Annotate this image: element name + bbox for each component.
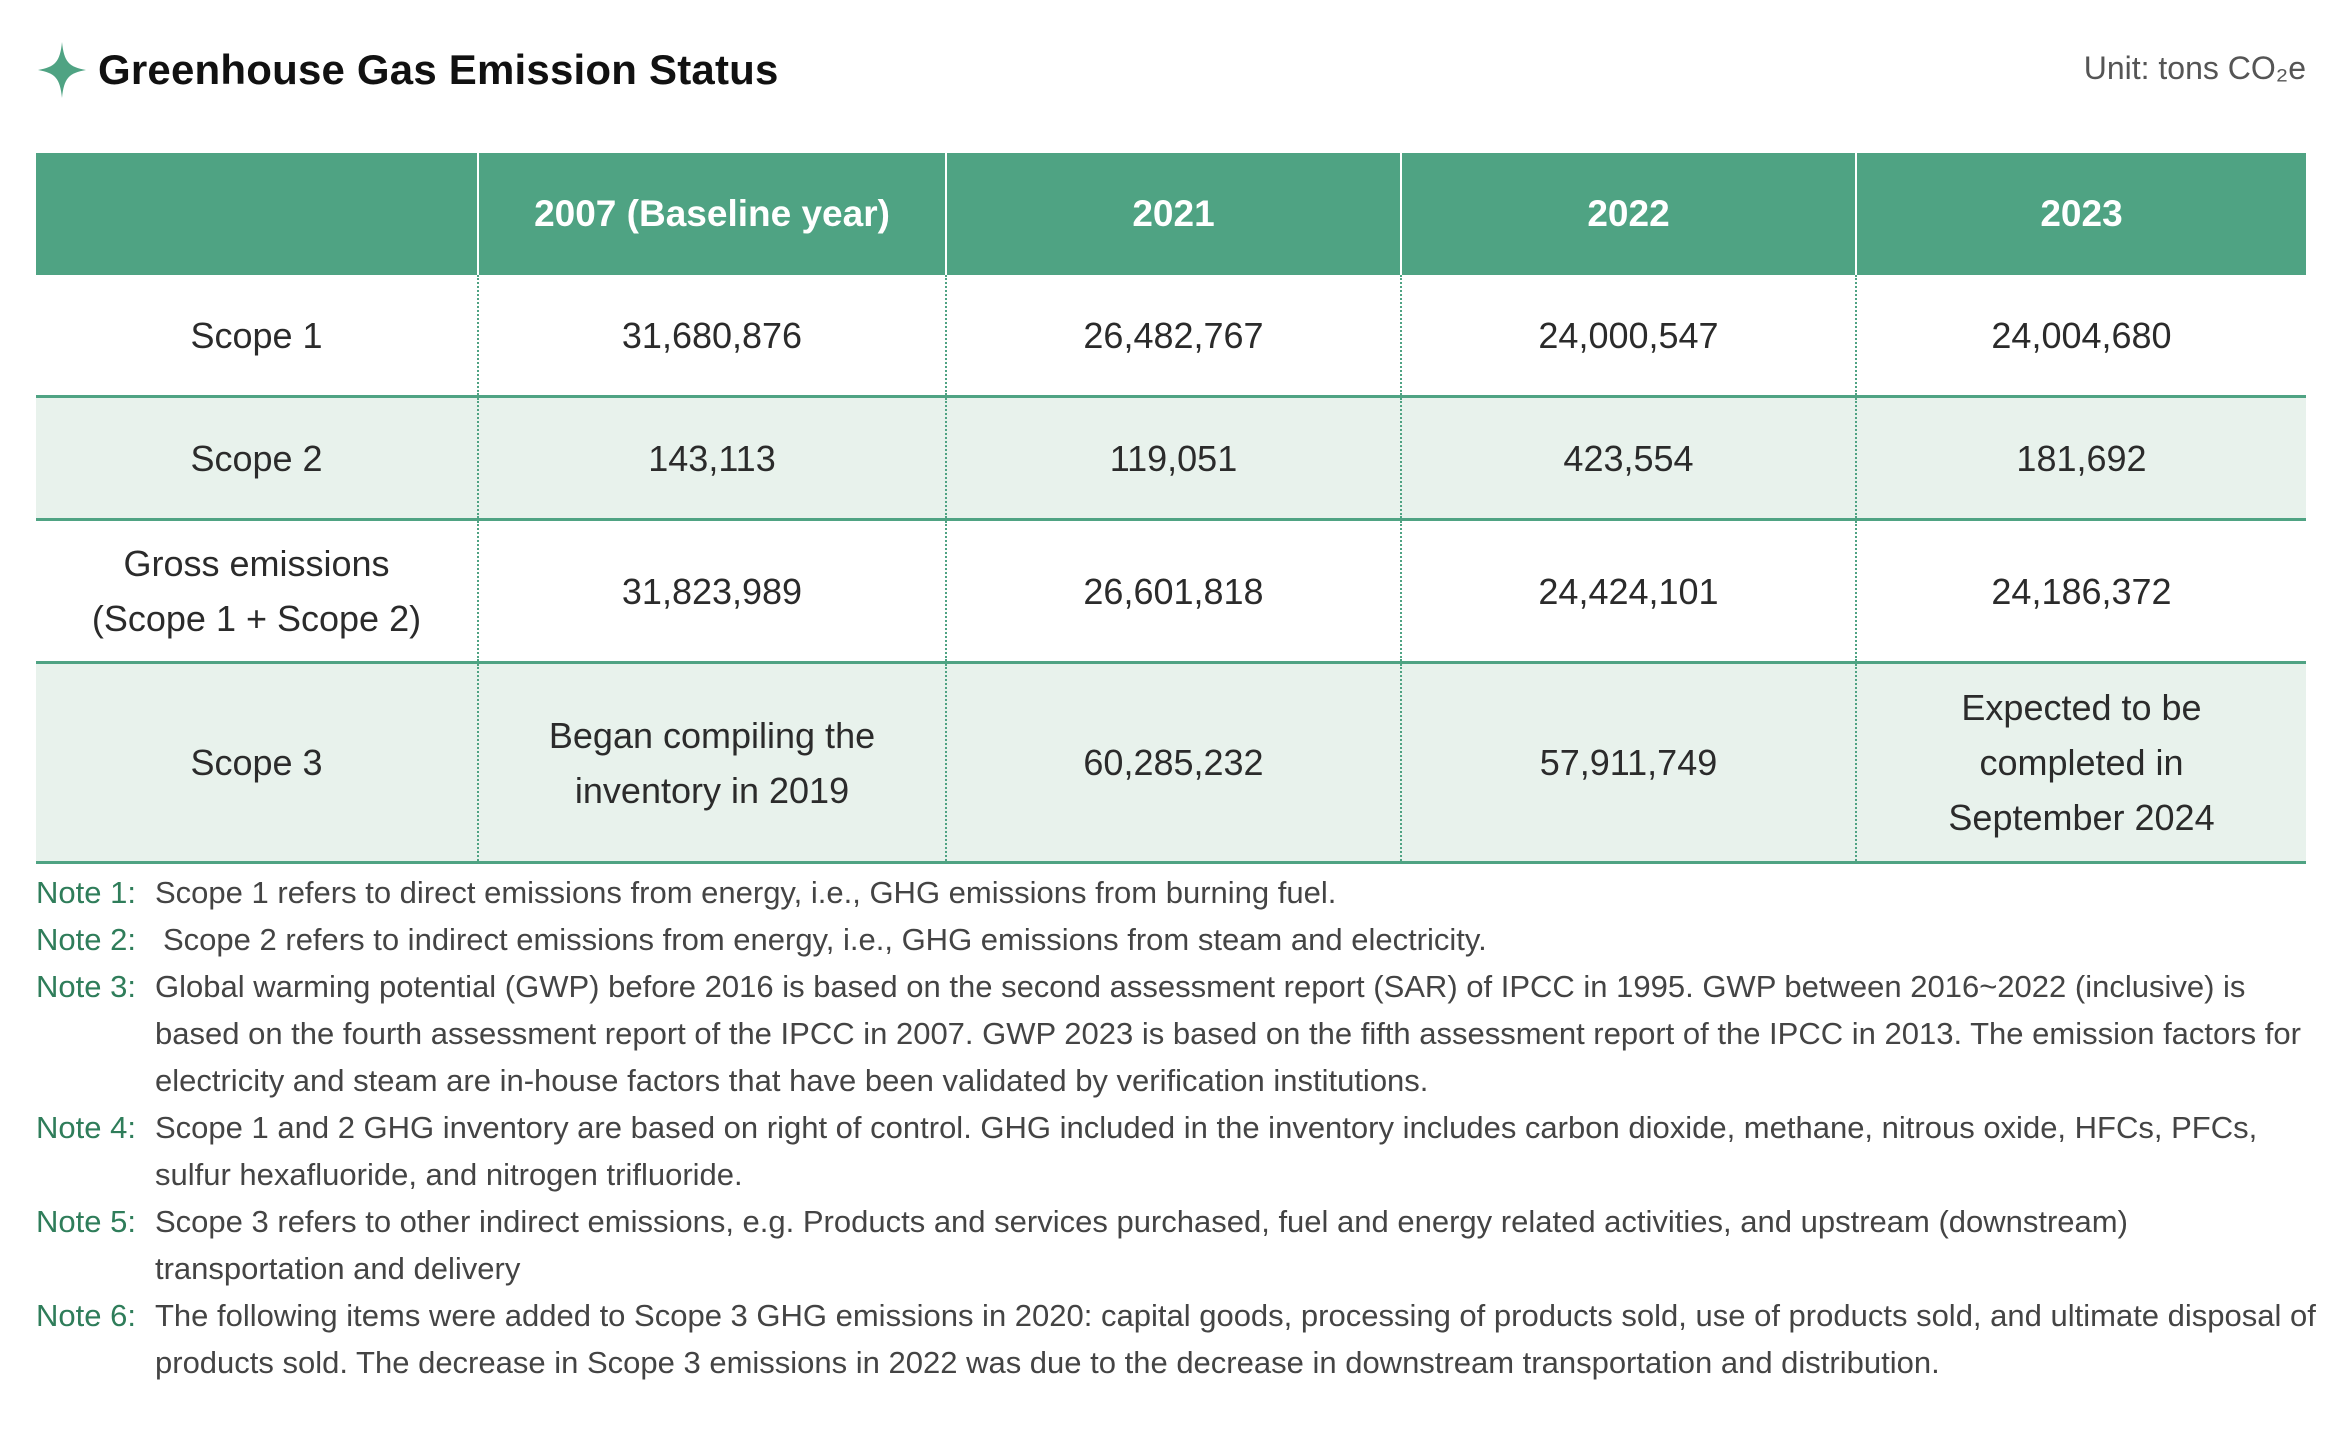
- table-cell: Expected to be completed in September 20…: [1855, 662, 2306, 864]
- table-cell: 24,000,547: [1400, 275, 1856, 398]
- note-label: Note 4:: [36, 1110, 136, 1145]
- table-cell: 24,424,101: [1400, 519, 1856, 664]
- note-item: Note 2: Scope 2 refers to indirect emiss…: [36, 916, 2326, 963]
- note-item: Note 5: Scope 3 refers to other indirect…: [36, 1198, 2326, 1292]
- table-cell: 31,823,989: [477, 519, 946, 664]
- note-item: Note 6: The following items were added t…: [36, 1292, 2326, 1386]
- note-item: Note 1: Scope 1 refers to direct emissio…: [36, 869, 2326, 916]
- table-cell: 26,601,818: [945, 519, 1401, 664]
- table-cell: 143,113: [477, 396, 946, 521]
- note-label: Note 5:: [36, 1204, 136, 1239]
- note-label: Note 1:: [36, 875, 136, 910]
- note-text: Scope 1 refers to direct emissions from …: [155, 875, 1337, 910]
- table-cell: 181,692: [1855, 396, 2306, 521]
- note-text: Scope 3 refers to other indirect emissio…: [155, 1204, 2128, 1286]
- note-text: Scope 1 and 2 GHG inventory are based on…: [155, 1110, 2258, 1192]
- table-cell: 24,186,372: [1855, 519, 2306, 664]
- column-header: 2021: [945, 153, 1401, 275]
- emission-table: 2007 (Baseline year) 2021 2022 2023 Scop…: [36, 153, 2306, 864]
- header: Greenhouse Gas Emission Status Unit: ton…: [36, 40, 2306, 100]
- note-text: Global warming potential (GWP) before 20…: [155, 969, 2301, 1098]
- table-cell: 119,051: [945, 396, 1401, 521]
- table-row: Scope 2 143,113 119,051 423,554 181,692: [36, 396, 2306, 521]
- table-cell: 31,680,876: [477, 275, 946, 398]
- column-header: 2007 (Baseline year): [477, 153, 946, 275]
- table-row: Scope 3 Began compiling the inventory in…: [36, 662, 2306, 864]
- table-cell: 26,482,767: [945, 275, 1401, 398]
- sparkle-icon: [38, 42, 86, 98]
- notes: Note 1: Scope 1 refers to direct emissio…: [36, 869, 2326, 1386]
- page-title: Greenhouse Gas Emission Status: [98, 46, 779, 93]
- table-header-row: 2007 (Baseline year) 2021 2022 2023: [36, 153, 2306, 275]
- table-cell: 24,004,680: [1855, 275, 2306, 398]
- title-wrap: Greenhouse Gas Emission Status: [36, 40, 779, 100]
- table-cell: Began compiling the inventory in 2019: [477, 662, 946, 864]
- row-label: Scope 2: [36, 396, 478, 521]
- table-row: Scope 1 31,680,876 26,482,767 24,000,547…: [36, 275, 2306, 398]
- column-header: [36, 153, 478, 275]
- note-item: Note 4: Scope 1 and 2 GHG inventory are …: [36, 1104, 2326, 1198]
- table-cell: 57,911,749: [1400, 662, 1856, 864]
- table-row: Gross emissions (Scope 1 + Scope 2) 31,8…: [36, 519, 2306, 664]
- table-cell: 423,554: [1400, 396, 1856, 521]
- unit-label: Unit: tons CO₂e: [2083, 50, 2306, 86]
- note-item: Note 3: Global warming potential (GWP) b…: [36, 963, 2326, 1104]
- note-label: Note 2:: [36, 922, 136, 957]
- note-text: Scope 2 refers to indirect emissions fro…: [163, 922, 1487, 957]
- table-cell: 60,285,232: [945, 662, 1401, 864]
- note-label: Note 6:: [36, 1298, 136, 1333]
- note-text: The following items were added to Scope …: [155, 1298, 2316, 1380]
- row-label: Gross emissions (Scope 1 + Scope 2): [36, 519, 478, 664]
- column-header: 2023: [1855, 153, 2306, 275]
- column-header: 2022: [1400, 153, 1856, 275]
- row-label: Scope 1: [36, 275, 478, 398]
- note-label: Note 3:: [36, 969, 136, 1004]
- row-label: Scope 3: [36, 662, 478, 864]
